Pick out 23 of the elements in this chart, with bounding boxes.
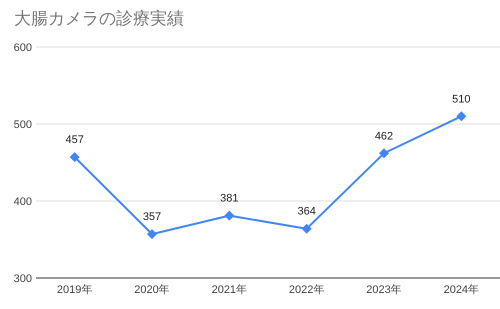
x-tick-label: 2024年 — [444, 284, 480, 296]
y-tick-label: 500 — [14, 119, 32, 131]
y-tick-label: 400 — [14, 196, 32, 208]
data-label: 381 — [220, 192, 239, 205]
x-tick-label: 2023年 — [366, 284, 402, 296]
point — [70, 152, 80, 162]
x-tick-label: 2020年 — [134, 284, 170, 296]
data-label: 357 — [142, 211, 162, 224]
chart-title: 大腸カメラの診療実績 — [14, 9, 184, 28]
point — [379, 148, 389, 158]
point — [456, 111, 466, 122]
y-tick-label: 300 — [14, 273, 32, 285]
x-tick-label: 2021年 — [212, 284, 248, 296]
y-tick-label: 600 — [14, 42, 32, 54]
point — [224, 210, 234, 221]
data-label: 457 — [65, 134, 84, 146]
data-label: 364 — [297, 206, 316, 218]
data-label: 462 — [374, 130, 394, 142]
data-label: 510 — [452, 93, 471, 106]
x-tick-label: 2022年 — [288, 284, 324, 296]
point — [302, 224, 312, 234]
x-tick-label: 2019年 — [56, 284, 92, 296]
point — [147, 229, 157, 240]
